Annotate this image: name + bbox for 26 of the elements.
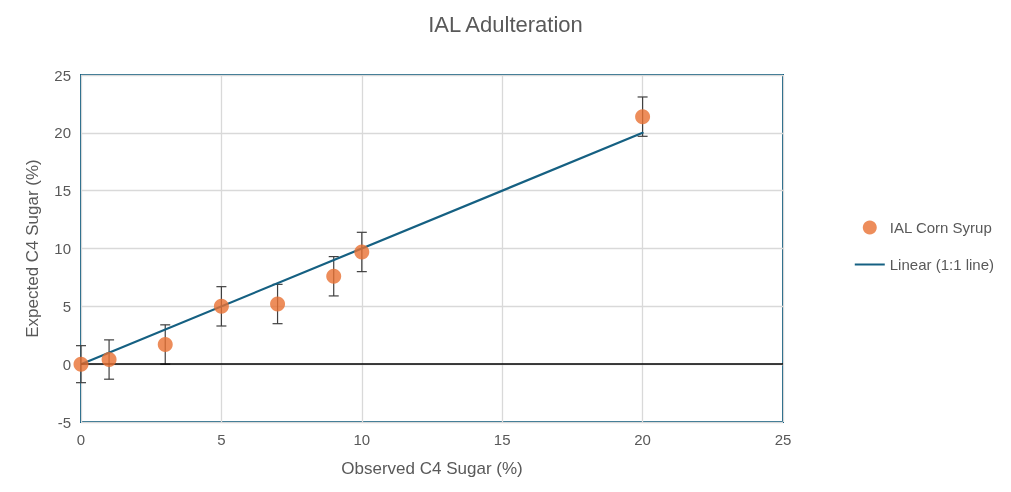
y-tick-label: 20	[54, 124, 71, 142]
y-axis-title: Expected C4 Sugar (%)	[23, 159, 42, 338]
point	[73, 356, 89, 372]
point	[354, 244, 370, 260]
x-tick-label: 0	[76, 431, 86, 448]
y-tick-label: 0	[62, 355, 71, 373]
y-tick-label: 15	[54, 182, 71, 200]
x-tick-label: 15	[493, 431, 511, 448]
x-tick-label: 25	[774, 431, 792, 448]
y-tick-label: -5	[57, 413, 71, 431]
point	[213, 298, 229, 314]
chart-title: IAL Adulteration	[428, 11, 583, 37]
point	[101, 352, 117, 368]
legend-label: IAL Corn Syrup	[889, 219, 992, 236]
point	[635, 109, 651, 125]
x-tick-label: 20	[634, 431, 651, 448]
y-tick-label: 25	[54, 66, 71, 84]
y-tick-label: 5	[62, 297, 71, 315]
legend-label: Linear (1:1 line)	[889, 256, 995, 273]
x-tick-label: 5	[217, 431, 226, 448]
point	[270, 296, 286, 312]
point	[326, 268, 342, 284]
x-tick-label: 10	[353, 431, 371, 448]
y-tick-label: 10	[54, 240, 71, 257]
point	[157, 337, 173, 352]
x-axis-title: Observed C4 Sugar (%)	[341, 459, 523, 478]
